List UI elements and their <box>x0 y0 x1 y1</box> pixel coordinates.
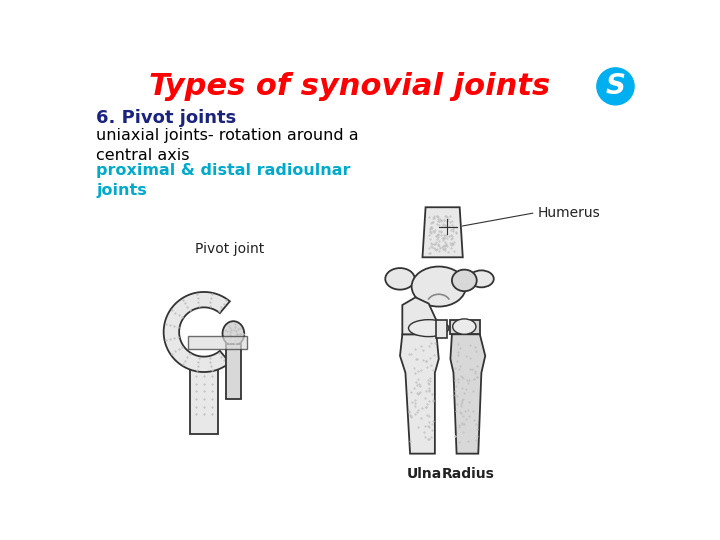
Text: Ulna: Ulna <box>406 467 441 481</box>
Polygon shape <box>451 334 485 454</box>
Text: Types of synovial joints: Types of synovial joints <box>149 72 550 101</box>
Polygon shape <box>189 336 248 349</box>
Polygon shape <box>225 345 241 399</box>
Polygon shape <box>402 298 436 334</box>
Text: Humerus: Humerus <box>538 206 600 220</box>
Text: Pivot joint: Pivot joint <box>195 242 264 256</box>
Polygon shape <box>190 368 218 434</box>
Circle shape <box>597 68 634 105</box>
Text: 6. Pivot joints: 6. Pivot joints <box>96 110 236 127</box>
Text: Radius: Radius <box>442 467 495 481</box>
Ellipse shape <box>408 320 449 336</box>
Polygon shape <box>436 320 446 338</box>
Ellipse shape <box>412 267 466 307</box>
Ellipse shape <box>385 268 415 289</box>
Polygon shape <box>400 334 438 454</box>
Text: proximal & distal radioulnar
joints: proximal & distal radioulnar joints <box>96 164 351 198</box>
Polygon shape <box>451 320 480 334</box>
Polygon shape <box>163 292 230 372</box>
Text: S: S <box>606 72 626 100</box>
Polygon shape <box>423 207 463 257</box>
Ellipse shape <box>222 321 244 346</box>
Ellipse shape <box>453 319 476 334</box>
Ellipse shape <box>469 271 494 287</box>
Ellipse shape <box>452 269 477 291</box>
Text: uniaxial joints- rotation around a
central axis: uniaxial joints- rotation around a centr… <box>96 128 359 163</box>
